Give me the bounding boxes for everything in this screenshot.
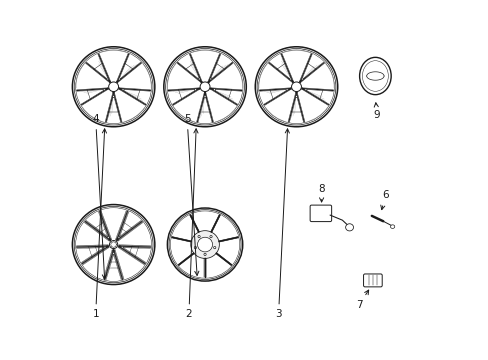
Text: 6: 6 [380, 190, 388, 210]
Ellipse shape [103, 89, 105, 91]
Ellipse shape [289, 78, 291, 80]
Ellipse shape [345, 224, 353, 231]
Text: 2: 2 [185, 129, 198, 319]
Ellipse shape [104, 246, 106, 248]
Text: 5: 5 [183, 114, 199, 275]
Ellipse shape [169, 210, 241, 279]
Ellipse shape [165, 49, 244, 125]
Ellipse shape [304, 89, 306, 91]
Ellipse shape [74, 206, 153, 283]
Ellipse shape [295, 95, 297, 98]
Text: 7: 7 [355, 290, 368, 310]
Ellipse shape [359, 57, 390, 95]
Text: 8: 8 [318, 184, 324, 202]
Text: 4: 4 [92, 114, 106, 279]
Ellipse shape [197, 237, 212, 252]
FancyBboxPatch shape [363, 274, 382, 287]
Ellipse shape [198, 78, 200, 80]
Ellipse shape [257, 49, 335, 125]
Ellipse shape [118, 78, 120, 80]
Ellipse shape [198, 235, 200, 238]
Text: 3: 3 [275, 129, 289, 319]
Ellipse shape [194, 89, 196, 91]
Ellipse shape [72, 204, 155, 284]
Ellipse shape [112, 252, 114, 254]
Ellipse shape [109, 240, 118, 248]
Ellipse shape [200, 82, 209, 91]
FancyBboxPatch shape [309, 205, 331, 222]
Ellipse shape [203, 95, 205, 98]
Ellipse shape [118, 237, 120, 238]
Ellipse shape [163, 47, 246, 127]
Ellipse shape [209, 235, 212, 238]
Ellipse shape [291, 82, 301, 91]
Ellipse shape [112, 95, 114, 98]
Ellipse shape [106, 78, 109, 80]
Ellipse shape [167, 208, 242, 281]
Ellipse shape [213, 89, 215, 91]
Ellipse shape [213, 247, 215, 249]
Ellipse shape [301, 78, 303, 80]
Text: 9: 9 [373, 103, 380, 121]
Ellipse shape [389, 225, 394, 228]
Ellipse shape [108, 82, 118, 91]
Ellipse shape [122, 89, 124, 91]
Ellipse shape [190, 231, 219, 258]
Ellipse shape [209, 78, 211, 80]
Ellipse shape [107, 237, 109, 238]
Ellipse shape [72, 47, 155, 127]
Ellipse shape [203, 253, 206, 256]
Ellipse shape [285, 89, 287, 91]
Ellipse shape [74, 49, 153, 125]
Ellipse shape [121, 246, 123, 248]
Ellipse shape [255, 47, 337, 127]
Ellipse shape [194, 247, 196, 249]
Text: 1: 1 [92, 129, 106, 319]
